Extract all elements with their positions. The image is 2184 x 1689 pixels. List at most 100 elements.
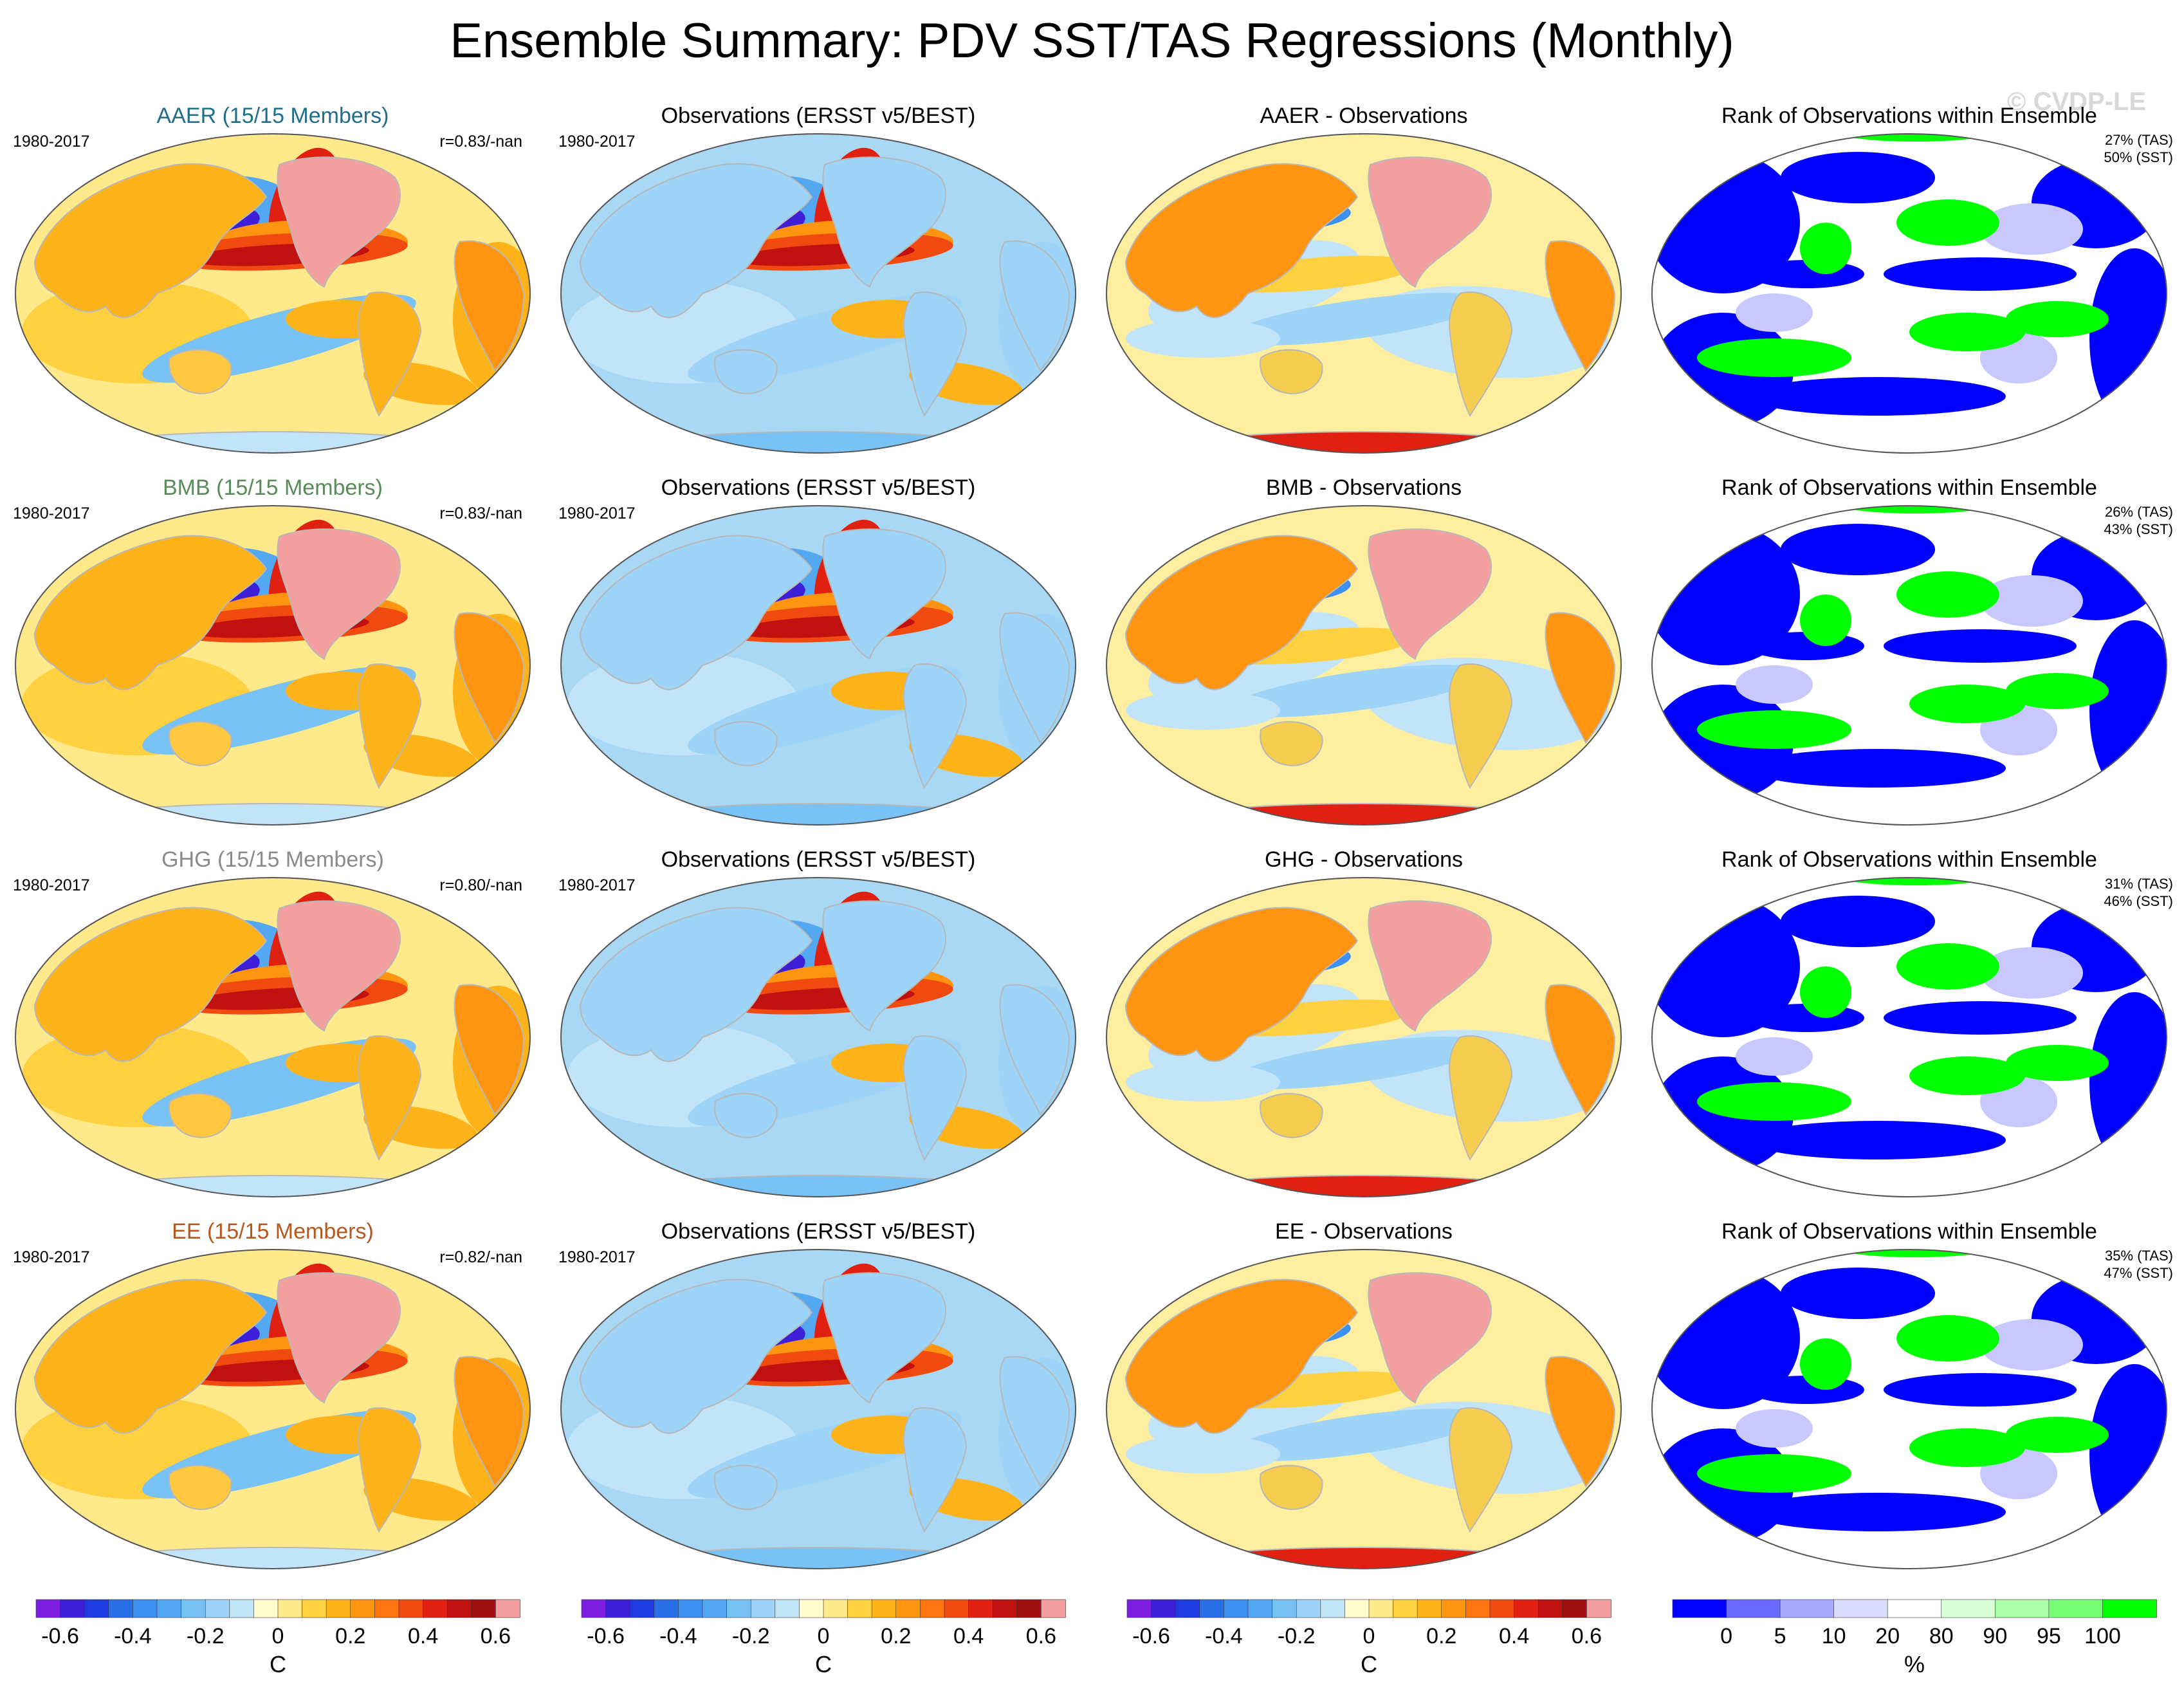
- continent-africa: [454, 612, 525, 744]
- continent-south-america: [903, 291, 968, 418]
- colorbar-swatch: [1016, 1599, 1042, 1618]
- period-label: 1980-2017: [558, 876, 636, 894]
- colorbar-swatch: [1296, 1599, 1321, 1618]
- map: [560, 505, 1076, 826]
- continent-antarctica: [104, 803, 442, 825]
- rank-blob: [2006, 1417, 2109, 1453]
- panel-diff-row2: BMB - Observations: [1091, 475, 1637, 835]
- field-blob: [1229, 293, 1485, 346]
- colorbar-tick-label: 0: [271, 1624, 284, 1648]
- rank-blob: [1884, 1373, 2077, 1407]
- rank-blob: [1781, 896, 1935, 947]
- colorbar-swatch: [1175, 1599, 1200, 1618]
- map-field: [1106, 134, 1621, 453]
- colorbar-unit: C: [270, 1651, 286, 1677]
- main-title: Ensemble Summary: PDV SST/TAS Regression…: [450, 14, 1734, 68]
- map-outline: [1651, 133, 2167, 454]
- colorbar-swatch: [108, 1599, 134, 1618]
- rank-blob: [1980, 203, 2083, 255]
- colorbar-swatch: [1320, 1599, 1346, 1618]
- colorbar-tick-label: 0: [817, 1624, 830, 1648]
- continent-north-america: [1368, 528, 1492, 660]
- period-label: 1980-2017: [13, 876, 90, 894]
- rank-blob: [2006, 301, 2109, 337]
- pattern-correlation: r=0.83/-nan: [439, 504, 522, 522]
- colorbar-swatch: [229, 1599, 255, 1618]
- panel-title: EE - Observations: [1275, 1219, 1453, 1244]
- map-outline: [1106, 133, 1622, 454]
- map-outline: [560, 877, 1076, 1197]
- continent-antarctica: [104, 431, 442, 453]
- continent-asia: [579, 907, 813, 1062]
- field-blob: [1126, 1435, 1280, 1473]
- colorbar-swatch: [823, 1599, 849, 1618]
- map-field: [561, 134, 1076, 453]
- field-blob: [1126, 1063, 1280, 1102]
- colorbar-swatch: [1537, 1599, 1563, 1618]
- rank-blob: [1896, 1315, 1999, 1361]
- colorbar-swatch: [1726, 1599, 1781, 1618]
- continent-south-america: [903, 1035, 968, 1161]
- continent-south-america: [1449, 1407, 1513, 1533]
- continent-south-america: [903, 1407, 968, 1533]
- colorbar-regression-1: -0.6 -0.4 -0.2 0 0.2 0.4 0.6 C: [0, 1596, 546, 1679]
- map: [1106, 505, 1622, 826]
- colorbar-swatch: [1151, 1599, 1176, 1618]
- colorbar-swatch: [1272, 1599, 1298, 1618]
- colorbar-swatch: [326, 1599, 351, 1618]
- rank-blob: [1909, 1057, 2025, 1095]
- rank-blob: [1736, 293, 1813, 332]
- rank-blob: [1697, 710, 1851, 749]
- colorbar-strip: [581, 1599, 1066, 1618]
- colorbar-swatch: [992, 1599, 1018, 1618]
- colorbar-tick-label: 0.6: [480, 1624, 511, 1648]
- map: [1651, 133, 2167, 454]
- rank-blob: [1748, 749, 2006, 788]
- colorbar-swatch: [156, 1599, 182, 1618]
- field-blob: [1229, 1037, 1485, 1089]
- panel-title: Observations (ERSST v5/BEST): [661, 847, 976, 872]
- continent-south-america: [903, 663, 968, 789]
- colorbar-unit: %: [1904, 1651, 1925, 1677]
- map: [15, 1249, 531, 1569]
- colorbar-swatch: [350, 1599, 376, 1618]
- rank-blob: [1697, 338, 1851, 377]
- colorbar-tick-label: 0.2: [1426, 1624, 1457, 1648]
- panel-obs-row1: Observations (ERSST v5/BEST) 1980-2017: [546, 103, 1091, 463]
- colorbar-swatch: [629, 1599, 655, 1618]
- map-field: [561, 1250, 1076, 1569]
- map-outline: [1651, 1249, 2167, 1569]
- map-outline: [1106, 1249, 1622, 1569]
- colorbar-swatch: [799, 1599, 824, 1618]
- map: [1651, 1249, 2167, 1569]
- map-outline: [15, 1249, 531, 1569]
- panel-rank-row1: Rank of Observations within Ensemble 27% …: [1637, 103, 2182, 463]
- colorbar-swatch: [253, 1599, 279, 1618]
- colorbar-swatch: [1126, 1599, 1152, 1618]
- pattern-correlation: r=0.80/-nan: [439, 876, 522, 894]
- colorbar-tick-label: 20: [1875, 1624, 1900, 1648]
- rank-blob: [1909, 313, 2025, 351]
- panel-title: AAER - Observations: [1260, 104, 1468, 128]
- panel-title: Observations (ERSST v5/BEST): [661, 475, 976, 500]
- continent-australia: [169, 721, 232, 766]
- rank-tas: 26% (TAS): [2105, 504, 2173, 520]
- colorbar-swatch: [60, 1599, 85, 1618]
- rank-blob: [2006, 673, 2109, 709]
- panel-diff-row3: GHG - Observations: [1091, 847, 1637, 1207]
- continent-asia: [579, 535, 813, 690]
- colorbar-swatch: [1489, 1599, 1515, 1618]
- map-field: [15, 506, 530, 825]
- rank-blob: [1909, 685, 2025, 723]
- colorbar-swatch: [1833, 1599, 1889, 1618]
- continent-africa: [1545, 984, 1616, 1116]
- continent-north-america: [822, 528, 947, 660]
- continent-australia: [1260, 1093, 1323, 1138]
- map-outline: [560, 133, 1076, 454]
- period-label: 1980-2017: [13, 504, 90, 522]
- continent-north-america: [277, 900, 401, 1032]
- map: [560, 1249, 1076, 1569]
- period-label: 1980-2017: [13, 1248, 90, 1266]
- rank-blob: [1896, 943, 1999, 990]
- colorbar-tick-label: 80: [1929, 1624, 1954, 1648]
